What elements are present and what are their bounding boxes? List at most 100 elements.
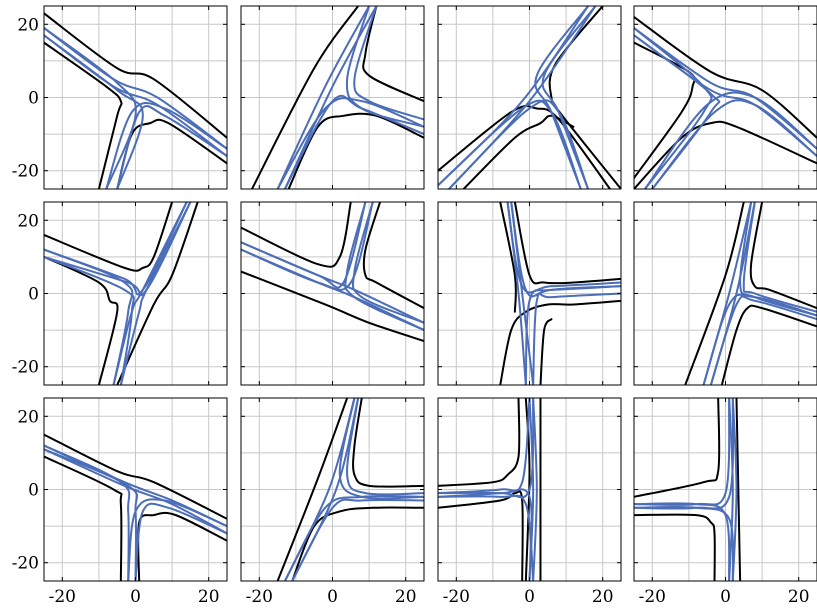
road-boundary-1 — [634, 15, 817, 139]
x-tick-label: 0 — [130, 587, 141, 607]
x-tick-label: 20 — [592, 587, 614, 607]
road-boundary-1 — [44, 433, 227, 520]
road-boundary-3 — [362, 6, 424, 103]
road-boundary-2 — [462, 114, 575, 189]
lane-path-3 — [44, 26, 137, 189]
lane-path-5 — [524, 285, 621, 385]
lane-path-6 — [351, 202, 424, 324]
lane-path-4 — [283, 94, 424, 189]
road-boundary-2 — [634, 513, 716, 581]
lane-path-6 — [532, 292, 621, 385]
x-tick-label: 20 — [395, 587, 417, 607]
road-boundary-2 — [44, 255, 119, 385]
plot-area — [44, 433, 227, 581]
road-boundary-4 — [499, 202, 517, 313]
road-boundary-1 — [44, 202, 174, 272]
plot-area — [438, 6, 621, 189]
lane-path-3 — [276, 97, 424, 189]
lane-path-1 — [634, 26, 817, 150]
plot-area — [634, 398, 742, 581]
panel-3 — [437, 5, 622, 190]
road-boundary-1 — [524, 398, 531, 581]
road-boundary-3 — [749, 202, 817, 310]
lane-path-5 — [127, 498, 227, 581]
grid — [634, 6, 817, 189]
road-boundary-1 — [250, 6, 360, 189]
grid — [44, 202, 227, 385]
panel-9: -20 0 20 -20 0 20 — [12, 397, 228, 607]
road-boundary-2 — [720, 304, 817, 385]
panel-1: -20 0 20 — [12, 5, 228, 190]
lane-path-5 — [345, 6, 424, 128]
lane-path-6 — [438, 494, 535, 581]
grid — [634, 398, 817, 581]
plot-area — [44, 12, 227, 189]
lane-path-3 — [44, 444, 131, 581]
plot-area — [44, 202, 199, 385]
x-tick-label: 0 — [720, 587, 731, 607]
lane-path-4 — [44, 255, 135, 385]
lane-path-3 — [634, 26, 713, 189]
lane-path-4 — [44, 34, 144, 189]
road-boundary-2 — [44, 41, 123, 189]
panel-12: -20 0 20 — [633, 397, 817, 607]
lane-path-4 — [241, 202, 374, 291]
lane-path-6 — [651, 99, 817, 189]
road-boundary-2 — [438, 398, 521, 487]
lane-path-4 — [291, 498, 424, 581]
grid — [438, 202, 621, 385]
panel-8 — [633, 201, 817, 386]
road-boundary-2 — [44, 455, 123, 581]
lane-path-5 — [643, 91, 817, 189]
x-tick-label: -20 — [49, 587, 76, 607]
panel-4 — [633, 5, 817, 190]
lane-path-5 — [739, 202, 817, 317]
lane-path-4 — [44, 448, 139, 581]
road-boundary-3 — [438, 490, 524, 581]
lane-path-5 — [344, 202, 424, 332]
plot-area — [241, 202, 424, 343]
y-tick-label: 0 — [28, 481, 39, 501]
lane-path-5 — [105, 101, 227, 189]
grid — [241, 202, 424, 385]
lane-path-6 — [116, 105, 227, 189]
lane-path-2 — [44, 202, 192, 297]
plot-area — [499, 202, 621, 385]
lane-path-4 — [634, 505, 735, 581]
road-boundary-2 — [634, 41, 696, 180]
lane-path-3 — [283, 495, 424, 581]
plot-area — [438, 398, 542, 581]
lane-path-6 — [353, 6, 424, 121]
lane-path-3 — [241, 202, 367, 289]
plot-area — [276, 398, 424, 581]
grid — [241, 6, 424, 189]
lane-path-5 — [728, 398, 734, 581]
y-tick-label: 20 — [17, 407, 39, 427]
lane-path-6 — [134, 502, 227, 581]
road-boundary-1 — [241, 202, 352, 268]
grid — [634, 202, 817, 385]
x-tick-label: 0 — [524, 587, 535, 607]
road-boundary-3 — [116, 202, 199, 385]
road-boundary-3 — [362, 202, 424, 310]
x-tick-label: -20 — [639, 587, 666, 607]
x-tick-label: 20 — [788, 587, 810, 607]
lane-path-5 — [338, 398, 424, 500]
plot-area — [634, 15, 817, 189]
road-boundary-3 — [539, 318, 553, 385]
road-boundary-3 — [634, 120, 817, 189]
y-tick-label: 20 — [17, 211, 39, 231]
grid — [44, 6, 227, 189]
lane-path-6 — [541, 6, 597, 189]
road-boundary-3 — [352, 398, 424, 488]
y-tick-label: 0 — [28, 285, 39, 305]
lane-path-3 — [634, 502, 731, 581]
road-boundary-1 — [684, 202, 745, 385]
y-tick-label: 0 — [28, 89, 39, 109]
lane-path-2 — [44, 448, 227, 535]
lane-path-6 — [119, 202, 192, 385]
panel-5: -20 0 20 — [12, 201, 228, 386]
lane-path-3 — [702, 293, 817, 385]
road-boundary-3 — [735, 398, 742, 581]
